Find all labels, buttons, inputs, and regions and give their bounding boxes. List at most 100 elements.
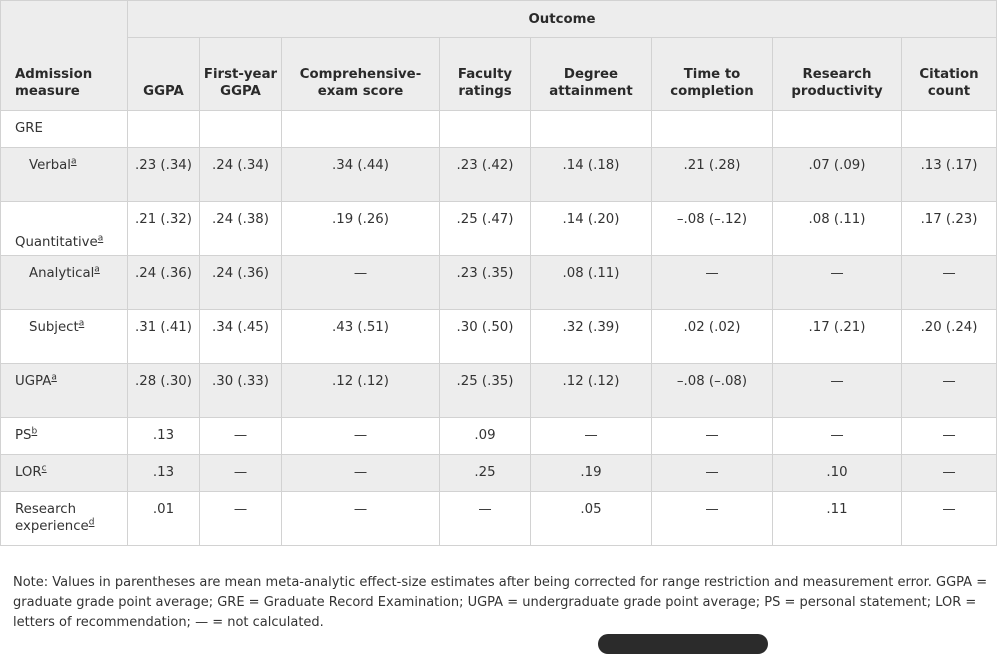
table-cell: .21 (.32) <box>127 201 200 256</box>
table-row: Quantitativea .21 (.32) .24 (.38) .19 (.26)… <box>0 201 998 256</box>
footnote-marker: a <box>94 264 100 275</box>
table-cell: — <box>900 417 998 455</box>
table-row: Verbala .23 (.34) .24 (.34) .34 (.44) .23 (.… <box>0 147 998 202</box>
admission-measure-header: Admission measure <box>0 0 128 111</box>
column-header-research-productivity: Research productivity <box>772 37 902 111</box>
table-cell <box>900 110 998 148</box>
column-header-faculty-ratings: Faculty ratings <box>439 37 531 111</box>
row-label-text: Research experience <box>15 502 89 534</box>
row-label: Verbala <box>0 147 128 202</box>
table-cell: .11 <box>772 491 902 546</box>
table-row: Research experienced .01— — — .05— .11— <box>0 491 998 546</box>
table-cell: .13 <box>127 417 200 455</box>
table-cell: .24 (.34) <box>199 147 282 202</box>
table-cell: — <box>281 255 440 310</box>
row-label: Research experienced <box>0 491 128 546</box>
table-cell: — <box>439 491 531 546</box>
row-label: Subjecta <box>0 309 128 364</box>
footnote-marker: a <box>51 372 57 383</box>
table-cell: .30 (.33) <box>199 363 282 418</box>
table-cell: .34 (.45) <box>199 309 282 364</box>
column-header-time-to-completion: Time to completion <box>651 37 773 111</box>
table-cell: — <box>651 454 773 492</box>
table-cell <box>199 110 282 148</box>
footnote-marker: d <box>88 517 95 528</box>
table-cell: .32 (.39) <box>530 309 652 364</box>
table-row: Subjecta .31 (.41) .34 (.45) .43 (.51) .30 (… <box>0 309 998 364</box>
table-cell: .19 (.26) <box>281 201 440 256</box>
table-cell: — <box>900 255 998 310</box>
table-row: GRE <box>0 110 998 148</box>
table-cell: .34 (.44) <box>281 147 440 202</box>
table-row: Analyticala .24 (.36) .24 (.36) — .23 (.35).… <box>0 255 998 310</box>
column-header-citation-count: Citation count <box>900 37 998 111</box>
table-row: LORc .13— — .25.19— .10— <box>0 454 998 492</box>
table-body: GRE Verbala .23 (.34) .24 (.34) .34 (.44) .23… <box>0 110 998 546</box>
row-label: GRE <box>0 110 128 148</box>
table-note: Note: Values in parentheses are mean met… <box>13 575 988 630</box>
table-cell: .23 (.34) <box>127 147 200 202</box>
table-cell: .25 (.35) <box>439 363 531 418</box>
table-cell: .17 (.23) <box>900 201 998 256</box>
table-cell: .14 (.20) <box>530 201 652 256</box>
table-cell: .21 (.28) <box>651 147 773 202</box>
row-label-text: Analytical <box>29 266 95 281</box>
table-cell: — <box>772 363 902 418</box>
table-cell: .23 (.42) <box>439 147 531 202</box>
row-label-text: GRE <box>15 121 43 136</box>
table-cell: .02 (.02) <box>651 309 773 364</box>
table-cell <box>127 110 200 148</box>
column-header-first-year-ggpa: First-year GGPA <box>199 37 282 111</box>
row-label: Analyticala <box>0 255 128 310</box>
table-cell: — <box>199 491 282 546</box>
table-cell: .05 <box>530 491 652 546</box>
table-cell: –.08 (–.08) <box>651 363 773 418</box>
footnote-marker: c <box>41 463 47 474</box>
table-cell: — <box>900 363 998 418</box>
footnote-marker: a <box>78 318 85 329</box>
table-cell: .13 (.17) <box>900 147 998 202</box>
table-cell: — <box>651 255 773 310</box>
outcome-header: Outcome <box>126 0 998 38</box>
row-label-text: UGPA <box>15 374 52 389</box>
table-cell: — <box>281 454 440 492</box>
table-cell: .24 (.36) <box>199 255 282 310</box>
meta-analysis-table: Admission measure Outcome GGPA First-yea… <box>0 0 998 546</box>
table-cell: .17 (.21) <box>772 309 902 364</box>
row-label: PSb <box>0 417 128 455</box>
row-label-text: LOR <box>15 465 42 480</box>
table-cell <box>439 110 531 148</box>
table-cell: .25 (.47) <box>439 201 531 256</box>
table-cell: — <box>281 491 440 546</box>
row-label-text: Verbal <box>29 158 71 173</box>
row-label-text: Subject <box>29 320 79 335</box>
table-cell <box>772 110 902 148</box>
table-cell: .30 (.50) <box>439 309 531 364</box>
table-cell: .31 (.41) <box>127 309 200 364</box>
table-cell: — <box>530 417 652 455</box>
table-cell: .09 <box>439 417 531 455</box>
table-cell: .24 (.38) <box>199 201 282 256</box>
table-cell: .10 <box>772 454 902 492</box>
table-cell: .07 (.09) <box>772 147 902 202</box>
table-cell: .08 (.11) <box>772 201 902 256</box>
table-cell: — <box>651 417 773 455</box>
table-cell: .28 (.30) <box>127 363 200 418</box>
floating-pill-button[interactable] <box>598 634 768 654</box>
table-cell: .19 <box>530 454 652 492</box>
column-header-comprehensive-exam: Comprehensive-exam score <box>281 37 440 111</box>
table-cell: — <box>900 454 998 492</box>
row-label-text: PS <box>15 428 32 443</box>
table-cell: .23 (.35) <box>439 255 531 310</box>
table-cell: — <box>651 491 773 546</box>
table-cell: — <box>900 491 998 546</box>
table-cell: .14 (.18) <box>530 147 652 202</box>
table-cell: .43 (.51) <box>281 309 440 364</box>
table-cell: .12 (.12) <box>530 363 652 418</box>
column-header-degree-attainment: Degree attainment <box>530 37 652 111</box>
table-cell: .08 (.11) <box>530 255 652 310</box>
table-cell <box>651 110 773 148</box>
table-cell: .01 <box>127 491 200 546</box>
table-cell: –.08 (–.12) <box>651 201 773 256</box>
table-cell <box>281 110 440 148</box>
